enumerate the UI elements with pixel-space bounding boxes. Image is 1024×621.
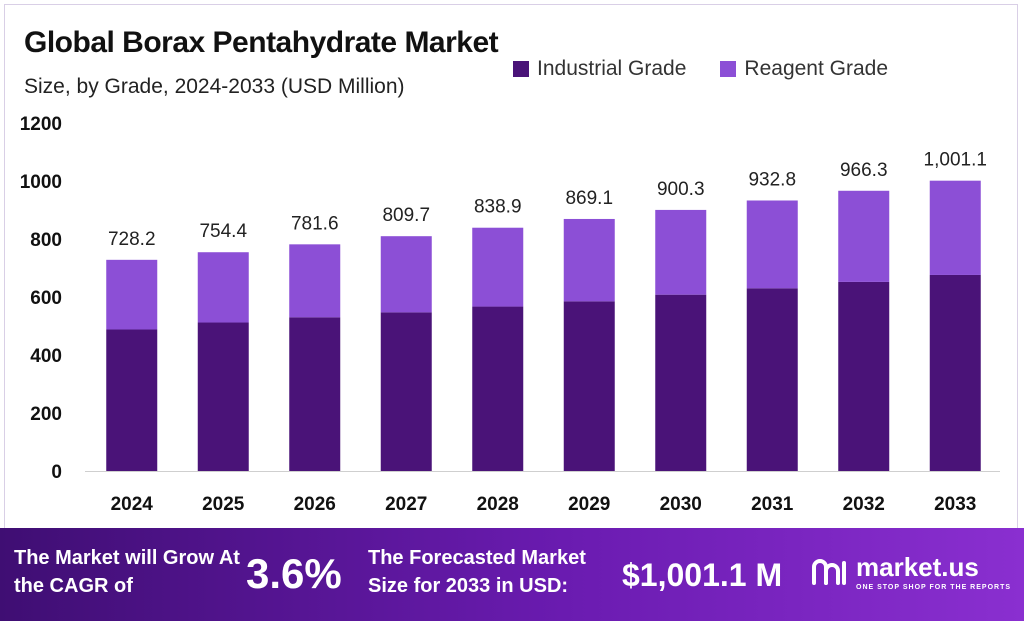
chart-title: Global Borax Pentahydrate Market	[24, 26, 499, 59]
forecast-value: $1,001.1 M	[622, 557, 783, 593]
bar-segment-industrial-2025	[197, 322, 249, 471]
legend-label-reagent: Reagent Grade	[744, 57, 889, 80]
x-tick-label-2033: 2033	[934, 494, 976, 515]
y-tick-label: 800	[30, 230, 62, 251]
bar-segment-industrial-2024	[106, 329, 158, 471]
x-tick-label-2030: 2030	[660, 494, 702, 515]
cagr-caption: The Market will Grow At the CAGR of	[14, 547, 240, 597]
bar-segment-reagent-2027	[380, 236, 432, 313]
data-label-2032: 966.3	[840, 160, 888, 181]
legend-swatch-industrial	[513, 61, 529, 77]
bar-segment-reagent-2030	[655, 209, 707, 295]
cagr-value: 3.6%	[246, 550, 342, 597]
bar-segment-reagent-2024	[106, 259, 158, 330]
bar-segment-reagent-2029	[563, 218, 615, 302]
bar-segment-reagent-2031	[746, 200, 798, 289]
market-us-logo-icon	[812, 558, 846, 585]
data-label-2026: 781.6	[291, 213, 339, 234]
footer-banner: The Market will Grow At the CAGR of 3.6%…	[0, 528, 1024, 621]
x-tick-label-2026: 2026	[294, 494, 336, 515]
legend-item-industrial: Industrial Grade	[513, 57, 686, 81]
bar-segment-reagent-2026	[289, 244, 341, 318]
data-label-2027: 809.7	[382, 205, 430, 226]
legend-item-reagent: Reagent Grade	[720, 57, 888, 81]
bar-segment-industrial-2029	[563, 301, 615, 471]
data-label-2031: 932.8	[748, 169, 796, 190]
bar-segment-industrial-2033	[929, 274, 981, 471]
x-tick-label-2031: 2031	[751, 494, 794, 515]
x-tick-label-2032: 2032	[843, 494, 885, 515]
bar-segment-industrial-2026	[289, 317, 341, 471]
y-tick-label: 0	[51, 462, 62, 483]
data-label-2024: 728.2	[108, 229, 156, 250]
x-tick-label-2029: 2029	[568, 494, 610, 515]
bar-segment-industrial-2031	[746, 288, 798, 471]
x-tick-label-2028: 2028	[477, 494, 519, 515]
x-tick-label-2027: 2027	[385, 494, 427, 515]
data-label-2030: 900.3	[657, 179, 705, 200]
y-tick-label: 600	[30, 288, 62, 309]
bar-segment-industrial-2032	[838, 281, 890, 471]
data-label-2025: 754.4	[199, 221, 247, 242]
brand-tagline: ONE STOP SHOP FOR THE REPORTS	[856, 584, 1012, 591]
legend-label-industrial: Industrial Grade	[537, 57, 687, 80]
bar-segment-reagent-2025	[197, 252, 249, 323]
bar-segment-reagent-2032	[838, 190, 890, 282]
x-tick-label-2024: 2024	[111, 494, 154, 515]
x-tick-label-2025: 2025	[202, 494, 245, 515]
data-label-2028: 838.9	[474, 197, 522, 218]
y-tick-label: 200	[30, 404, 62, 425]
bar-segment-industrial-2030	[655, 294, 707, 471]
data-label-2029: 869.1	[565, 188, 613, 209]
bar-segment-reagent-2033	[929, 180, 981, 275]
legend-swatch-reagent	[720, 61, 737, 77]
brand-name: market.us	[856, 552, 979, 582]
y-tick-label: 1200	[20, 114, 62, 135]
bar-chart: 0 200 400 600 800 1000 1200 728.2 2024 754.4 2025 7…	[20, 114, 1000, 515]
bar-segment-reagent-2028	[472, 227, 524, 307]
bar-segment-industrial-2027	[380, 312, 432, 471]
y-tick-label: 1000	[20, 172, 62, 193]
legend: Industrial Grade Reagent Grade	[513, 57, 922, 81]
chart-subtitle: Size, by Grade, 2024-2033 (USD Million)	[24, 75, 405, 98]
forecast-caption: The Forecasted Market Size for 2033 in U…	[368, 547, 586, 597]
data-label-2033: 1,001.1	[924, 150, 987, 171]
bar-segment-industrial-2028	[472, 306, 524, 471]
brand: market.us ONE STOP SHOP FOR THE REPORTS	[810, 552, 1011, 591]
y-tick-label: 400	[30, 346, 62, 367]
